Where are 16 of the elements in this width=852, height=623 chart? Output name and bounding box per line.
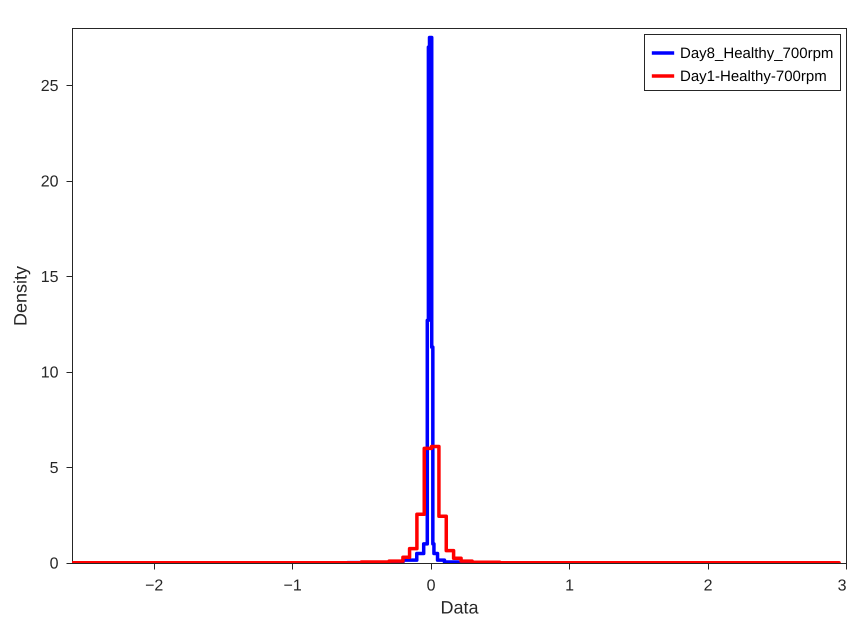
x-tick-label: 1 [565,578,574,594]
y-tick-label: 0 [50,556,59,572]
y-tick-label: 15 [40,268,59,286]
y-tick-label: 10 [40,364,59,382]
legend-label: Day1-Healthy-700rpm [680,68,827,85]
x-tick-label: 0 [426,578,436,594]
y-tick-label: 20 [40,173,59,190]
x-axis-title: Data [440,598,480,618]
x-tick-label: −1 [284,578,302,594]
y-tick-label: 25 [40,78,59,95]
x-tick-label: −2 [145,578,164,594]
y-tick-label: 5 [50,460,59,477]
x-tick-label: 3 [838,578,847,594]
legend-label: Day8_Healthy_700rpm [680,45,834,62]
y-axis-title: Density [10,266,31,326]
x-tick-label: 2 [704,578,713,594]
